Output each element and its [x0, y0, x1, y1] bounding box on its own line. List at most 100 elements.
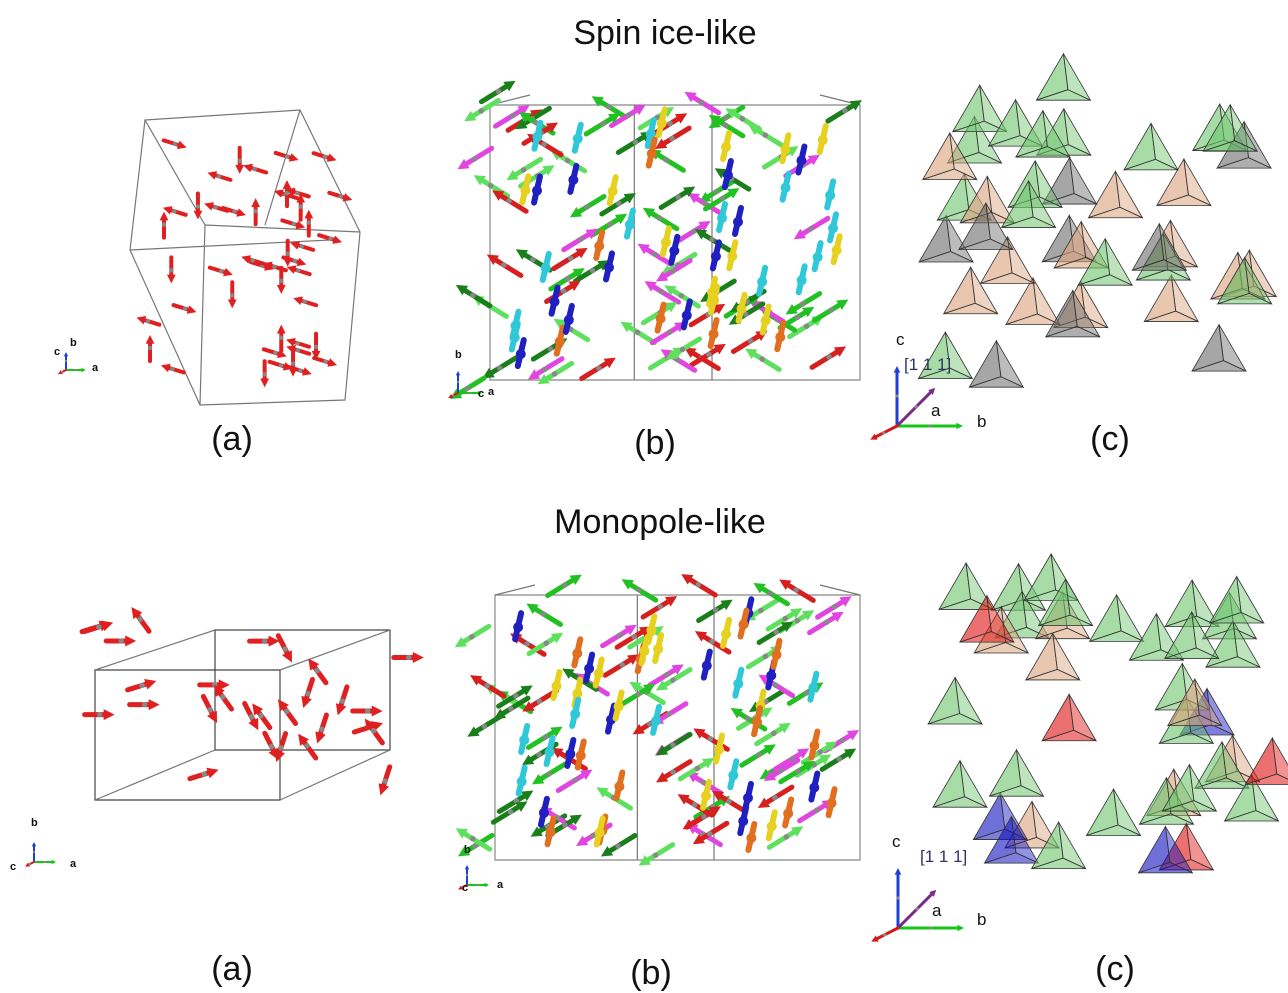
atom	[733, 217, 743, 227]
atom	[773, 682, 779, 688]
arrow-head	[485, 883, 489, 887]
atom	[170, 367, 174, 371]
atom	[555, 337, 565, 347]
spin-arrow	[464, 626, 489, 641]
atom	[929, 926, 932, 929]
arrow-head	[336, 703, 346, 715]
atom	[796, 156, 806, 166]
axis-label: b	[31, 817, 38, 829]
atom	[784, 834, 790, 840]
arrow-head	[144, 679, 156, 690]
spin-arrow	[800, 806, 825, 821]
panel-label: (a)	[211, 950, 253, 988]
atom	[653, 644, 663, 654]
atom	[781, 183, 791, 193]
atom	[828, 223, 838, 233]
atom	[371, 728, 377, 734]
atom	[196, 204, 200, 208]
panel-label: (a)	[211, 420, 253, 458]
unit-cell	[215, 630, 390, 750]
panel-label: (c)	[1095, 950, 1135, 988]
atom	[808, 226, 814, 232]
atom	[783, 808, 793, 818]
atom	[625, 220, 635, 230]
atom	[656, 314, 666, 324]
spin-arrow	[648, 845, 673, 860]
atom	[137, 616, 143, 622]
atom	[707, 831, 713, 837]
axis-label: a	[92, 362, 99, 374]
arrow-head	[160, 212, 169, 221]
atom	[600, 121, 606, 127]
unit-cell	[95, 670, 280, 800]
atom	[285, 252, 289, 256]
spin-arrow	[810, 617, 835, 632]
arrow-head	[149, 699, 160, 710]
panel-label: (b)	[634, 424, 676, 462]
atom	[307, 220, 311, 224]
spin-arrow	[647, 250, 672, 265]
atom	[614, 781, 624, 791]
atom	[457, 381, 459, 383]
axis-label: a	[70, 858, 77, 870]
arrow-head	[286, 338, 296, 346]
atom	[794, 618, 800, 624]
atom	[657, 604, 663, 610]
atom	[745, 716, 751, 722]
atom	[469, 392, 471, 394]
atom	[539, 808, 549, 818]
arrow-head	[465, 865, 469, 869]
atom	[657, 118, 667, 128]
atom	[647, 149, 657, 159]
atom	[75, 369, 77, 371]
spin-arrow	[664, 128, 689, 143]
atom	[670, 268, 676, 274]
spin-arrow	[769, 832, 794, 847]
atom	[253, 209, 257, 213]
atom	[506, 198, 512, 204]
atom	[814, 808, 820, 814]
spin-arrow	[677, 227, 702, 242]
spin-arrow	[536, 140, 561, 155]
cell-edge	[205, 225, 360, 232]
atom	[565, 276, 571, 282]
arrow-head	[413, 652, 424, 663]
atom	[824, 619, 830, 625]
atom	[608, 186, 618, 196]
arrow-head	[297, 258, 307, 266]
arrow-head	[204, 202, 214, 210]
atom	[516, 349, 526, 359]
atom	[723, 115, 729, 121]
atom	[727, 251, 737, 261]
arrow-head	[236, 208, 246, 216]
spin-arrow	[661, 704, 686, 719]
arrow-head	[957, 925, 964, 932]
atom	[299, 205, 303, 209]
atom	[728, 770, 738, 780]
atom	[626, 112, 632, 118]
atom	[406, 655, 412, 661]
arrow-head	[243, 164, 253, 172]
atom	[670, 769, 676, 775]
axis-label: a	[932, 901, 942, 920]
atom	[96, 624, 102, 630]
atom	[537, 698, 543, 704]
atom	[757, 277, 767, 287]
atom	[258, 713, 264, 719]
atom	[661, 237, 671, 247]
arrow-head	[296, 221, 306, 229]
arrow-head	[304, 210, 313, 219]
atom	[524, 641, 530, 647]
cell-edge	[820, 585, 860, 595]
atom	[162, 222, 166, 226]
spin-arrow	[661, 192, 686, 207]
arrow-head	[372, 706, 383, 717]
spin-arrow	[898, 894, 932, 928]
atom	[809, 783, 819, 793]
atom	[272, 265, 276, 269]
atom	[469, 634, 475, 640]
atom	[573, 134, 583, 144]
atom	[607, 221, 613, 227]
atom	[633, 139, 639, 145]
atom	[44, 861, 46, 863]
